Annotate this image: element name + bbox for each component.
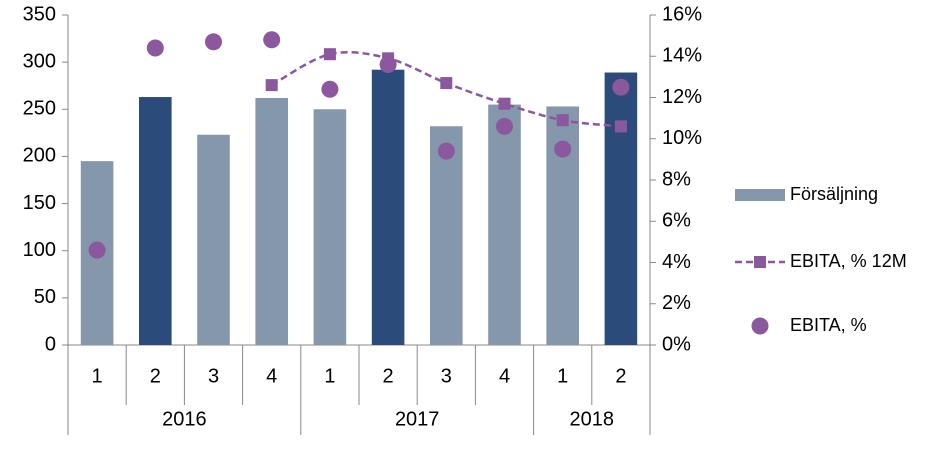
y2-tick-label: 0% [662, 333, 691, 355]
dot [205, 33, 222, 51]
legend-label: EBITA, % 12M [790, 251, 907, 271]
dot [88, 241, 106, 259]
line-marker [265, 79, 278, 92]
dot [496, 117, 513, 135]
dot [554, 140, 572, 158]
x-tick-label: 4 [266, 365, 277, 387]
x-tick-label: 2 [615, 365, 626, 387]
y-tick-label: 50 [34, 286, 56, 308]
bar [488, 104, 521, 345]
bar [313, 109, 347, 346]
y-tick-label: 0 [45, 333, 56, 355]
line-marker [556, 114, 569, 127]
group-label: 2018 [570, 408, 615, 430]
line-marker [614, 120, 627, 133]
bar [197, 134, 230, 345]
x-tick-label: 3 [208, 365, 219, 387]
y-tick-label: 250 [23, 98, 56, 120]
x-tick-label: 1 [92, 365, 103, 387]
x-tick-label: 4 [499, 365, 510, 387]
x-tick-label: 2 [150, 365, 161, 387]
bar [604, 72, 638, 345]
y-tick-label: 350 [23, 3, 56, 25]
x-tick-label: 2 [383, 365, 394, 387]
legend-label: Försäljning [790, 184, 878, 204]
legend-marker [751, 317, 769, 335]
legend-swatch [735, 189, 785, 201]
bar [255, 97, 288, 345]
y2-tick-label: 10% [662, 127, 702, 149]
line-marker [440, 77, 453, 90]
y-tick-label: 100 [23, 239, 56, 261]
dot [437, 142, 455, 160]
legend-label: EBITA, % [790, 315, 867, 335]
y2-tick-label: 4% [662, 251, 691, 273]
dot [321, 80, 339, 98]
y-tick-label: 150 [23, 192, 56, 214]
line-marker [323, 48, 336, 61]
y-tick-label: 300 [23, 50, 56, 72]
group-label: 2017 [395, 408, 440, 430]
group-label: 2016 [162, 408, 207, 430]
y2-tick-label: 12% [662, 86, 702, 108]
x-tick-label: 1 [324, 365, 335, 387]
x-tick-label: 1 [557, 365, 568, 387]
dot [379, 56, 397, 73]
y2-tick-label: 2% [662, 292, 691, 314]
y2-tick-label: 16% [662, 3, 702, 25]
legend-marker [754, 256, 766, 268]
y2-tick-label: 6% [662, 210, 691, 232]
dot [612, 78, 630, 96]
line-marker [498, 97, 511, 110]
y2-tick-label: 8% [662, 168, 691, 190]
y2-tick-label: 14% [662, 45, 702, 67]
dot [146, 39, 164, 57]
bar [371, 69, 405, 345]
dot [263, 31, 281, 49]
bar [430, 126, 463, 345]
x-tick-label: 3 [441, 365, 452, 387]
bar [139, 97, 172, 346]
y-tick-label: 200 [23, 145, 56, 167]
